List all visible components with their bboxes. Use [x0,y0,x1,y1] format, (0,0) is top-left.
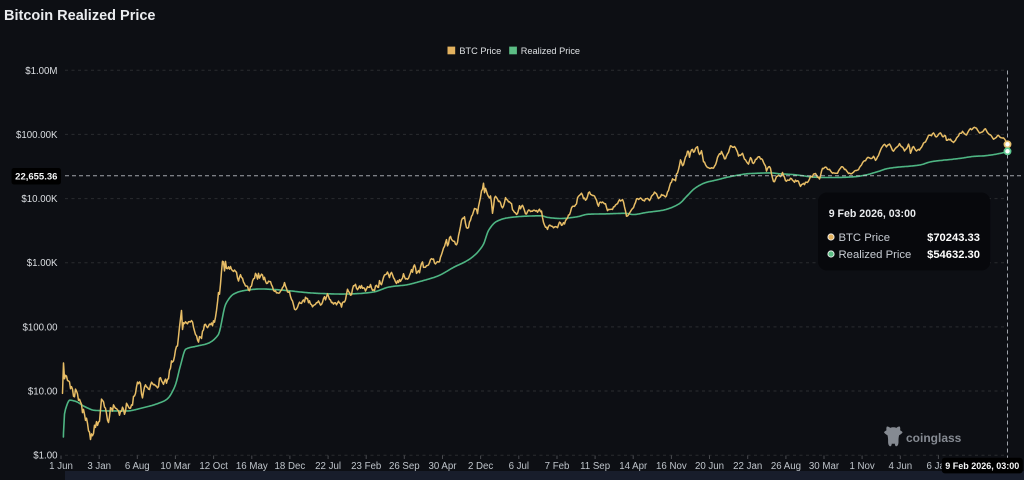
svg-text:$10.00K: $10.00K [21,194,58,205]
svg-text:22 Jan: 22 Jan [733,461,762,472]
svg-text:10 Mar: 10 Mar [160,461,191,472]
svg-text:16 Nov: 16 Nov [656,461,687,472]
svg-text:6 Aug: 6 Aug [125,461,150,472]
svg-text:26 Aug: 26 Aug [771,461,801,472]
svg-text:$1.00K: $1.00K [27,258,58,269]
svg-text:BTC Price: BTC Price [459,46,501,56]
svg-text:1 Nov: 1 Nov [849,461,874,472]
svg-text:$54632.30: $54632.30 [927,249,980,261]
svg-text:7 Feb: 7 Feb [545,461,570,472]
svg-text:23 Feb: 23 Feb [351,461,381,472]
svg-text:$1.00: $1.00 [33,451,58,462]
svg-text:9 Feb 2026, 03:00: 9 Feb 2026, 03:00 [945,461,1019,471]
svg-text:$100.00K: $100.00K [16,130,58,141]
svg-text:Realized Price: Realized Price [839,249,912,261]
svg-text:$1.00M: $1.00M [25,66,57,77]
svg-text:$10.00: $10.00 [28,387,58,398]
svg-text:20 Jun: 20 Jun [695,461,724,472]
svg-text:Bitcoin Realized Price: Bitcoin Realized Price [4,8,156,24]
svg-text:22 Jul: 22 Jul [315,461,341,472]
svg-text:9 Feb 2026, 03:00: 9 Feb 2026, 03:00 [829,208,916,220]
svg-text:4 Jun: 4 Jun [888,461,912,472]
svg-text:coinglass: coinglass [906,431,962,445]
svg-text:16 May: 16 May [236,461,268,472]
svg-text:BTC Price: BTC Price [839,232,890,244]
svg-text:3 Jan: 3 Jan [87,461,111,472]
svg-text:2 Dec: 2 Dec [468,461,493,472]
svg-text:$100.00: $100.00 [22,322,58,333]
svg-text:6 Jul: 6 Jul [509,461,529,472]
svg-text:26 Sep: 26 Sep [389,461,420,472]
svg-text:12 Oct: 12 Oct [199,461,228,472]
svg-text:30 Apr: 30 Apr [428,461,457,472]
svg-text:22,655.36: 22,655.36 [15,172,57,183]
svg-text:18 Dec: 18 Dec [275,461,306,472]
svg-text:14 Apr: 14 Apr [619,461,648,472]
svg-text:1 Jun: 1 Jun [49,461,73,472]
svg-text:Realized Price: Realized Price [521,46,580,56]
svg-text:$70243.33: $70243.33 [927,232,980,244]
svg-text:30 Mar: 30 Mar [809,461,840,472]
svg-text:6 Jan: 6 Jan [927,461,951,472]
svg-text:11 Sep: 11 Sep [580,461,610,472]
